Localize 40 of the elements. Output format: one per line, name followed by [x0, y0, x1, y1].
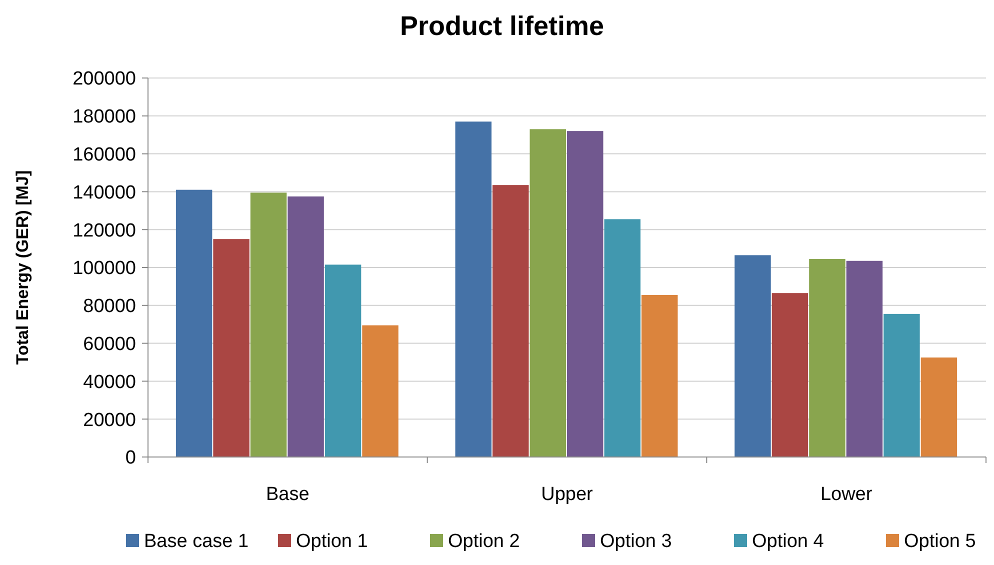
bar [492, 185, 529, 457]
y-tick-label: 100000 [72, 258, 136, 280]
bar [455, 122, 492, 457]
bar [362, 325, 398, 457]
legend-label: Option 3 [600, 531, 672, 552]
bar [809, 258, 846, 457]
legend-label: Option 4 [752, 531, 824, 552]
bar [288, 196, 324, 457]
y-tick-label: 180000 [72, 106, 136, 128]
bar [920, 358, 958, 457]
legend-label: Option 1 [296, 531, 368, 552]
y-tick-label: 140000 [72, 182, 136, 204]
y-tick-label: 0 [125, 448, 136, 469]
y-tick-label: 60000 [83, 334, 136, 355]
bar [176, 190, 212, 457]
x-tick-label: Upper [541, 484, 594, 505]
legend-label: Option 5 [904, 531, 976, 552]
bar [213, 239, 250, 457]
y-tick-label: 40000 [83, 372, 136, 393]
y-tick-label: 160000 [72, 144, 136, 166]
y-tick-label: 80000 [83, 296, 136, 318]
chart-title: Product lifetime [400, 11, 604, 41]
bar [734, 255, 771, 457]
x-tick-label: Lower [820, 484, 873, 505]
y-axis-title: Total Energy (GER) [MJ] [13, 170, 32, 365]
bar [641, 294, 678, 457]
bar [567, 131, 604, 457]
legend-label: Option 2 [448, 531, 520, 552]
bar [250, 192, 287, 457]
bar [846, 260, 883, 457]
bar [884, 314, 920, 457]
bar [772, 293, 808, 457]
bar [324, 264, 362, 457]
x-tick-label: Base [266, 484, 310, 505]
y-tick-label: 200000 [72, 68, 136, 90]
legend-label: Base case 1 [144, 531, 249, 552]
bar [604, 219, 640, 457]
bar [530, 129, 566, 457]
y-tick-label: 120000 [72, 220, 136, 242]
y-tick-label: 20000 [83, 410, 136, 431]
